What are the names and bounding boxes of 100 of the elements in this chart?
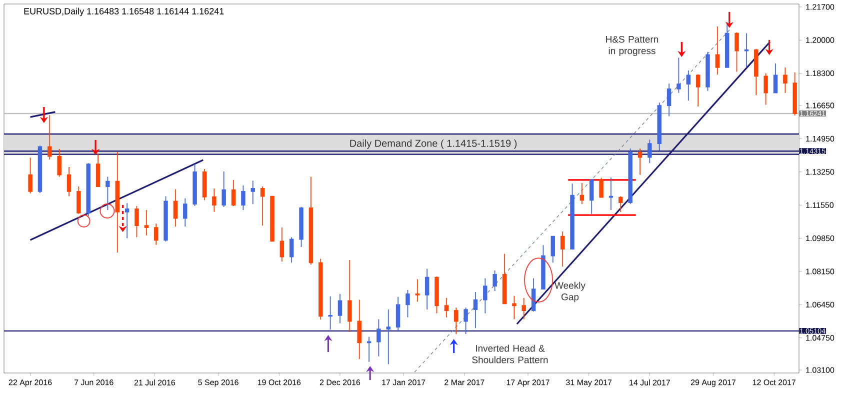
candlestick [696,74,700,107]
x-tick-label: 17 Jan 2017 [382,380,426,386]
candlestick [512,295,516,320]
candlestick [686,70,690,102]
candlestick [386,309,390,365]
y-tick-label: 1.20000 [806,37,834,43]
candlestick [550,236,556,264]
candlestick [124,202,130,239]
candlestick [560,230,565,268]
candlestick [502,253,507,304]
x-tick-label: 5 Sep 2016 [198,380,238,387]
candlestick [270,196,274,242]
candlestick [492,270,497,292]
candlestick [666,83,672,117]
candlestick [444,297,449,318]
candlestick [376,318,381,357]
candlestick [618,196,623,213]
candlestick [173,188,178,228]
candlestick [289,236,294,264]
candlestick [754,48,758,96]
candlestick [28,157,32,194]
candlestick [783,66,788,94]
candlestick [724,22,730,68]
candlestick [773,63,778,94]
y-tick-label: 1.21700 [806,4,834,10]
candlestick [415,278,420,302]
candlestick [280,227,284,262]
candlestick [531,278,536,312]
candlestick [706,51,710,92]
candlestick [599,177,604,198]
candlestick [241,184,246,210]
y-tick-label: 1.16650 [806,102,834,108]
x-tick-label: 14 Jul 2017 [630,380,670,386]
candlestick [250,180,255,205]
candlestick [648,139,652,164]
candlestick [66,166,72,197]
candlestick [715,26,720,76]
candlestick [222,171,226,208]
candlestick [260,186,265,226]
candlestick [608,177,614,210]
candlestick [580,182,584,205]
x-tick-label: 31 May 2017 [566,380,612,387]
candlestick [541,244,546,290]
y-tick-label: 1.03100 [806,367,834,373]
candlestick [628,148,632,205]
candlestick [86,162,90,217]
candlestick [473,292,478,329]
candlestick [638,148,642,176]
annotation: H&S Pattern in progress [606,36,658,56]
candlestick [764,72,768,106]
x-tick-label: 7 Jun 2016 [74,380,114,386]
candlestick [792,72,797,116]
candlestick [299,206,304,248]
x-tick-label: 21 Jul 2016 [134,380,176,386]
band-label: Daily Demand Zone ( 1.1415-1.1519 ) [350,140,517,149]
candlestick [744,32,749,68]
candlestick [76,186,81,214]
x-tick-label: 22 Apr 2016 [8,380,52,387]
y-tick-label: 1.18300 [806,70,834,76]
y-tick-label: 1.04750 [806,335,834,341]
candlestick [348,259,352,332]
candlestick [424,268,430,310]
chart-title: EURUSD,Daily 1.16483 1.16548 1.16144 1.16241 [24,8,224,16]
candlestick [38,145,42,194]
candlestick [202,168,207,201]
candlestick [522,297,526,320]
x-tick-label: 12 Oct 2017 [752,380,796,386]
candlestick [357,299,362,360]
candlestick [231,179,236,207]
x-tick-label: 2 Mar 2017 [444,380,484,386]
candlestick [657,102,662,151]
candlestick [134,206,139,238]
candlestick [154,223,158,246]
y-tick-label: 1.11550 [806,202,834,208]
candlestick [183,198,188,228]
candlestick [212,188,216,212]
candlestick [396,296,400,332]
x-tick-label: 17 Apr 2017 [506,380,550,387]
y-tick-label: 1.09850 [806,235,834,242]
candlestick [366,336,372,362]
candlestick [464,307,468,334]
candlestick [454,307,458,335]
candlestick [328,296,332,330]
annotation: Inverted Head & Shoulders Pattern [472,344,548,364]
candlestick [590,179,594,214]
candlestick [483,278,488,314]
candlestick [734,32,739,72]
x-tick-label: 19 Oct 2016 [258,380,301,386]
candlestick [406,290,410,318]
candlestick [308,176,314,266]
candlestick [144,210,149,236]
candlestick [338,293,342,324]
candlestick [318,258,323,320]
candlestick [48,114,52,160]
x-tick-label: 2 Dec 2016 [320,380,360,386]
y-tick-label: 1.08150 [806,268,834,274]
x-tick-label: 29 Aug 2017 [691,380,736,387]
y-tick-label: 1.06450 [806,302,834,308]
annotation: Weekly Gap [554,282,586,302]
y-tick-label: 1.14950 [806,136,834,142]
